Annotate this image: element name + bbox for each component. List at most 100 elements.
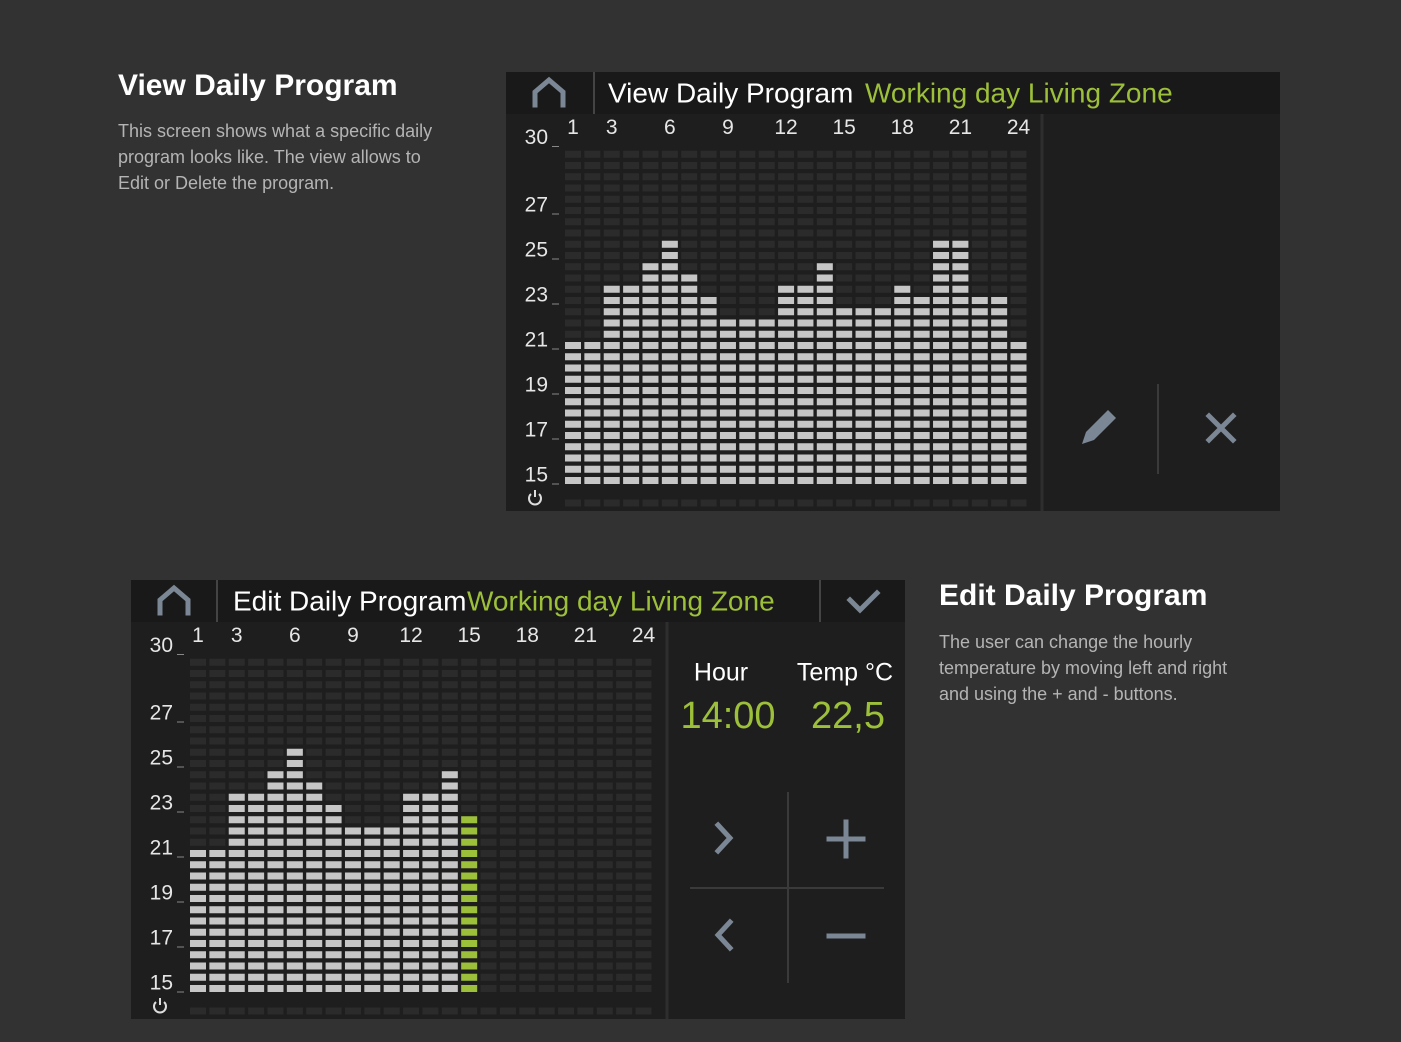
cell — [403, 883, 420, 891]
cell — [499, 906, 516, 914]
cell — [836, 499, 853, 507]
cell — [778, 184, 795, 192]
cell — [739, 375, 756, 383]
cell — [991, 477, 1008, 484]
cell — [855, 285, 872, 293]
cell — [894, 218, 911, 226]
cell — [642, 465, 659, 473]
temperature-bar — [306, 782, 323, 992]
cell — [758, 285, 775, 293]
cell — [422, 658, 439, 666]
cell — [577, 838, 594, 846]
cell — [603, 432, 620, 439]
cell — [565, 173, 581, 181]
temperature-bar — [874, 308, 891, 484]
cell — [836, 443, 853, 451]
cell — [616, 703, 633, 711]
cell — [913, 364, 930, 372]
cell — [461, 940, 478, 947]
cell — [499, 985, 516, 992]
y-tick-label: 21 — [525, 329, 548, 352]
cell — [209, 715, 226, 722]
cell — [538, 883, 555, 891]
cell — [661, 297, 678, 304]
cell — [344, 737, 361, 745]
cell — [209, 940, 226, 947]
prev-button[interactable] — [714, 918, 734, 952]
cell — [661, 308, 678, 316]
plus-button[interactable] — [826, 819, 866, 859]
cell — [642, 342, 659, 349]
cell — [836, 375, 853, 383]
cell — [991, 240, 1008, 248]
cell — [344, 670, 361, 677]
cell — [661, 184, 678, 192]
temperature-bar — [894, 285, 911, 484]
cell — [422, 962, 439, 970]
confirm-button[interactable] — [846, 589, 881, 614]
cell — [209, 861, 226, 869]
cell — [681, 308, 698, 316]
cell — [209, 726, 226, 734]
cell — [661, 375, 678, 383]
cell — [874, 409, 891, 417]
screen-zone: Working day Living Zone — [467, 585, 775, 616]
cell — [248, 962, 265, 970]
delete-button[interactable] — [1205, 412, 1237, 444]
cell — [596, 962, 613, 970]
cell — [577, 827, 594, 835]
cell — [855, 454, 872, 462]
cell — [248, 1007, 265, 1015]
cell — [565, 398, 581, 406]
cell — [577, 895, 594, 902]
cell — [209, 816, 226, 824]
cell — [894, 330, 911, 338]
cell — [364, 805, 381, 812]
x-tick-label: 24 — [632, 624, 656, 647]
cell — [913, 465, 930, 473]
cell — [1010, 218, 1027, 226]
cell — [286, 681, 303, 689]
cell — [816, 229, 833, 237]
next-button[interactable] — [714, 821, 734, 855]
cell — [577, 726, 594, 734]
cell — [616, 1007, 633, 1015]
cell — [364, 1007, 381, 1015]
cell — [700, 409, 717, 417]
cell — [441, 973, 458, 981]
home-button[interactable] — [532, 76, 566, 108]
cell — [228, 838, 245, 846]
cell — [584, 387, 601, 394]
cell — [538, 906, 555, 914]
cell — [913, 150, 930, 158]
cell — [661, 150, 678, 158]
empty-column — [596, 658, 613, 1015]
cell — [209, 771, 226, 779]
cell — [797, 477, 814, 484]
cell — [635, 838, 652, 846]
cell — [991, 432, 1008, 439]
cell — [499, 951, 516, 959]
cell — [480, 715, 497, 722]
cell — [661, 353, 678, 361]
cell — [190, 816, 206, 824]
cell — [603, 218, 620, 226]
cell — [209, 692, 226, 700]
y-tick-label: 27 — [150, 702, 173, 725]
cell — [558, 771, 575, 779]
cell — [306, 681, 323, 689]
cell — [894, 432, 911, 439]
cell — [403, 861, 420, 869]
cell — [306, 782, 323, 790]
cell — [267, 681, 284, 689]
cell — [874, 308, 891, 316]
cell — [190, 748, 206, 756]
edit-button[interactable] — [1082, 410, 1116, 444]
cell — [596, 726, 613, 734]
home-button[interactable] — [157, 584, 191, 616]
cell — [913, 218, 930, 226]
cell — [228, 760, 245, 767]
cell — [584, 218, 601, 226]
cell — [403, 782, 420, 790]
cell — [441, 861, 458, 869]
